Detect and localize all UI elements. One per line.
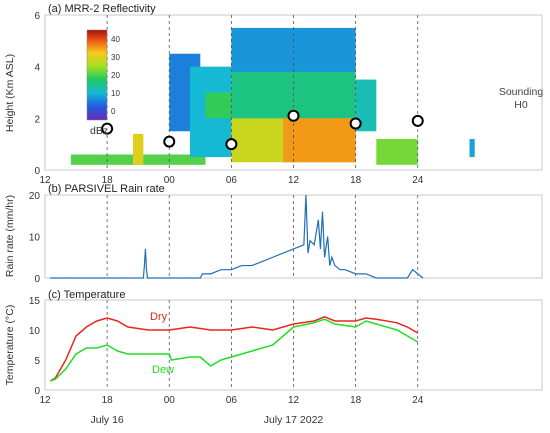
colorbar-ticks: 0 10 20 30 40	[111, 35, 120, 116]
y-tick-label: 2	[34, 114, 40, 125]
dry-series-label: Dry	[150, 311, 168, 323]
reflectivity-panel: 0 2 4 6 (a) MRR-2 Reflectivity Height (Km A…	[4, 3, 543, 177]
sounding-marker	[349, 117, 362, 130]
sounding-marker	[101, 122, 114, 135]
x-tick-label: 00	[164, 395, 176, 406]
sounding-marker	[287, 109, 300, 122]
y-tick-labels: 0 10 20	[29, 191, 41, 285]
y-tick-label: 10	[29, 326, 41, 337]
date-label: July 17 2022	[264, 414, 324, 426]
x-tick-label: 12	[39, 395, 51, 406]
x-tick-label: 24	[412, 395, 424, 406]
panel-b-ylabel: Rain rate (mm/hr)	[4, 195, 16, 277]
sounding-annotation-line1: Sounding	[499, 86, 544, 98]
x-tick-label: 00	[164, 175, 176, 186]
rain-rate-series	[50, 194, 424, 279]
y-tick-label: 0	[34, 166, 40, 177]
x-tick-label: 18	[350, 395, 362, 406]
temperature-series	[49, 315, 419, 382]
rain-rate-line	[50, 194, 424, 279]
y-tick-label: 4	[34, 63, 40, 74]
x-tick-label: 06	[226, 175, 238, 186]
x-tick-label: 18	[350, 175, 362, 186]
time-gridlines	[106, 195, 419, 278]
y-tick-labels: 0 5 10 15	[29, 296, 41, 397]
reflectivity-cell	[205, 92, 232, 119]
sounding-marker	[411, 114, 424, 127]
colorbar-tick-label: 10	[111, 89, 120, 98]
reflectivity-cell	[133, 133, 144, 165]
sounding-annotation-line2: H0	[514, 99, 528, 111]
sounding-markers	[101, 109, 424, 151]
colorbar-tick-label: 0	[111, 107, 116, 116]
x-tick-label: 12	[39, 175, 51, 186]
reflectivity-cell	[355, 79, 377, 132]
date-labels: July 16 July 17 2022	[90, 414, 323, 426]
reflectivity-cell	[469, 139, 475, 158]
y-tick-label: 10	[29, 233, 41, 244]
colorbar-tick-label: 20	[111, 71, 120, 80]
panel-a-ylabel: Height (Km ASL)	[4, 54, 16, 132]
reflectivity-cell	[283, 118, 356, 163]
y-tick-label: 15	[29, 296, 41, 307]
x-tick-label: 12	[288, 175, 300, 186]
sounding-marker	[163, 135, 176, 148]
x-tick-label: 18	[102, 175, 114, 186]
panel-a-x-tick-labels: 12 18 00 06 12 18 24	[39, 175, 423, 186]
y-tick-labels: 0 2 4 6	[34, 11, 40, 177]
colorbar-tick-label: 30	[111, 53, 120, 62]
x-tick-label: 24	[412, 175, 424, 186]
colorbar: 0 10 20 30 40 dBz	[86, 29, 120, 137]
dry-line	[49, 315, 419, 382]
panel-a-title: (a) MRR-2 Reflectivity	[48, 3, 156, 15]
y-tick-label: 0	[34, 386, 40, 397]
dew-series-label: Dew	[152, 364, 174, 376]
colorbar-ramp	[86, 29, 108, 121]
sounding-marker	[225, 138, 238, 151]
y-tick-label: 20	[29, 191, 41, 202]
reflectivity-cell	[376, 139, 418, 165]
date-label: July 16	[90, 414, 123, 426]
y-tick-label: 6	[34, 11, 40, 22]
panel-c-ylabel: Temperature (°C)	[4, 305, 16, 386]
colorbar-tick-label: 40	[111, 35, 120, 44]
y-tick-label: 0	[34, 274, 40, 285]
dew-line	[49, 318, 419, 382]
x-tick-label: 06	[226, 395, 238, 406]
panel-b-title: (b) PARSIVEL Rain rate	[48, 183, 165, 195]
x-tick-label: 12	[288, 395, 300, 406]
x-tick-label: 18	[102, 395, 114, 406]
colorbar-label: dBz	[90, 125, 108, 137]
panel-c-title: (c) Temperature	[48, 289, 125, 301]
panel-c-x-tick-labels: 12 18 00 06 12 18 24	[39, 395, 423, 406]
rain-rate-panel: 0 10 20 (b) PARSIVEL Rain rate Rain rate (…	[4, 183, 543, 285]
y-tick-label: 5	[34, 356, 40, 367]
